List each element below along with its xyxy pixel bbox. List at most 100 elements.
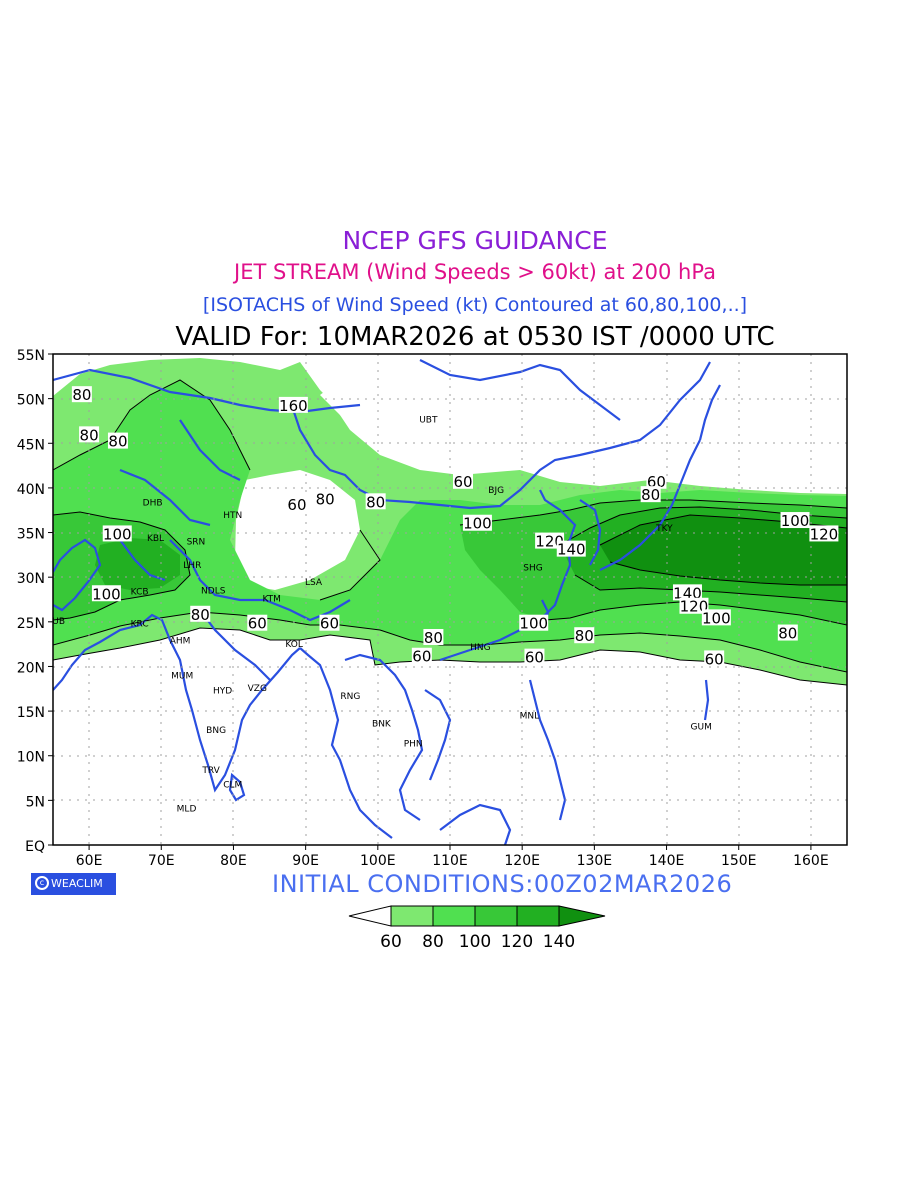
lat-tick-label: 35N	[17, 527, 45, 543]
contour-label: 60	[705, 650, 724, 668]
contour-label: 100	[92, 585, 121, 603]
lat-tick-label: 25N	[17, 616, 45, 632]
contour-label: 60	[248, 615, 267, 633]
valid-time: VALID For: 10MAR2026 at 0530 IST /0000 U…	[175, 322, 775, 352]
lat-tick-label: 40N	[17, 482, 45, 498]
legend-swatch-above-140	[558, 905, 606, 927]
contour-label-bg	[701, 609, 731, 626]
city-label: MLD	[177, 805, 197, 815]
contour-label: 60	[287, 496, 306, 514]
lon-tick-label: 90E	[292, 853, 319, 869]
color-legend: 60 80 100 120 140	[348, 905, 606, 952]
longitude-labels: 60E 70E 80E 90E 100E 110E 120E 130E 140E 150E 160E	[76, 853, 829, 869]
contour-label-bg	[519, 614, 549, 631]
contour-label-bg	[190, 605, 211, 622]
contour-label-bg	[646, 472, 667, 489]
city-label: CLM	[223, 780, 242, 790]
contour-label-bg	[365, 493, 386, 510]
legend-label: 140	[543, 932, 575, 952]
chart-subtitle: JET STREAM (Wind Speeds > 60kt) at 200 h…	[234, 260, 716, 284]
contour-label: 100	[519, 615, 548, 633]
city-label: NDLS	[201, 587, 226, 597]
city-label: DUB	[45, 617, 65, 627]
contour-label: 120	[810, 525, 839, 543]
city-label: BJG	[488, 486, 504, 496]
contour-label: 80	[72, 386, 91, 404]
legend-swatch-120-140	[516, 905, 560, 927]
contour-label: 80	[80, 426, 99, 444]
legend-label: 100	[459, 932, 491, 952]
city-label: LHR	[183, 561, 201, 571]
city-label: BNG	[206, 726, 226, 736]
city-label: MUM	[171, 671, 193, 681]
contour-label-bg	[556, 540, 586, 557]
legend-swatch-80-100	[432, 905, 476, 927]
lon-tick-label: 60E	[76, 853, 103, 869]
legend-label: 80	[422, 932, 444, 952]
contour-label-bg	[91, 585, 121, 602]
contour-label-bg	[809, 525, 839, 542]
legend-swatch-below-60	[348, 905, 392, 927]
contour-label-bg	[71, 386, 92, 403]
lat-tick-label: EQ	[25, 839, 45, 855]
city-label: BNK	[372, 720, 392, 730]
contour-label: 80	[778, 625, 797, 643]
legend-swatch-100-120	[474, 905, 518, 927]
city-label: KRC	[131, 620, 149, 630]
contour-label-bg	[319, 614, 340, 631]
lon-tick-label: 140E	[649, 853, 685, 869]
legend-label: 120	[501, 932, 533, 952]
city-label: SHG	[523, 563, 542, 573]
lon-tick-label: 160E	[793, 853, 829, 869]
contour-label-bg	[777, 624, 798, 641]
contour-label: 160	[279, 397, 308, 415]
contour-label-bg	[452, 472, 473, 489]
contour-label: 100	[702, 609, 731, 627]
contour-label: 80	[316, 491, 335, 509]
contour-label: 100	[103, 525, 132, 543]
contour-label: 140	[557, 541, 586, 559]
contour-label-bg	[102, 525, 132, 542]
contour-label-bg	[247, 614, 268, 631]
city-label: AHM	[170, 637, 191, 647]
logo-text: WEACLIM	[51, 877, 103, 890]
lon-tick-label: 120E	[504, 853, 540, 869]
lat-tick-label: 10N	[17, 750, 45, 766]
city-label: KTM	[262, 595, 280, 605]
contour-label-bg	[574, 627, 595, 644]
contour-label-bg	[640, 486, 661, 503]
city-label: LSA	[305, 578, 323, 588]
city-label: KBL	[147, 534, 164, 544]
copyright-circle-icon: c	[35, 876, 49, 890]
contour-label: 100	[781, 512, 810, 530]
contour-label: 80	[366, 493, 385, 511]
axis-ticks	[48, 353, 812, 850]
city-label: TRV	[201, 766, 220, 776]
contour-label-bg	[672, 584, 702, 601]
lat-tick-label: 20N	[17, 660, 45, 676]
contour-label-bg	[278, 396, 308, 413]
gridlines	[53, 354, 847, 845]
chart-title: NCEP GFS GUIDANCE	[342, 226, 608, 255]
legend-labels: 60 80 100 120 140	[380, 932, 575, 952]
contour-label-bg	[780, 512, 810, 529]
contour-label-bg	[679, 597, 709, 614]
city-label: VZG	[248, 684, 267, 694]
contour-label-bg	[286, 495, 307, 512]
contour-label: 100	[463, 515, 492, 533]
lon-tick-label: 100E	[360, 853, 396, 869]
legend-label: 60	[380, 932, 402, 952]
contour-label-bg	[107, 432, 128, 449]
latitude-labels: 55N 50N 45N 40N 35N 30N 25N 20N 15N 10N 5N EQ	[17, 348, 45, 855]
contour-label: 80	[424, 629, 443, 647]
lon-tick-label: 80E	[220, 853, 247, 869]
city-label: GUM	[691, 722, 712, 732]
lat-tick-label: 50N	[17, 393, 45, 409]
weaclim-logo: c WEACLIM	[31, 873, 116, 895]
lat-tick-label: 30N	[17, 571, 45, 587]
contour-label: 60	[453, 473, 472, 491]
lon-tick-label: 110E	[432, 853, 468, 869]
lat-tick-label: 15N	[17, 705, 45, 721]
contour-label: 80	[191, 606, 210, 624]
